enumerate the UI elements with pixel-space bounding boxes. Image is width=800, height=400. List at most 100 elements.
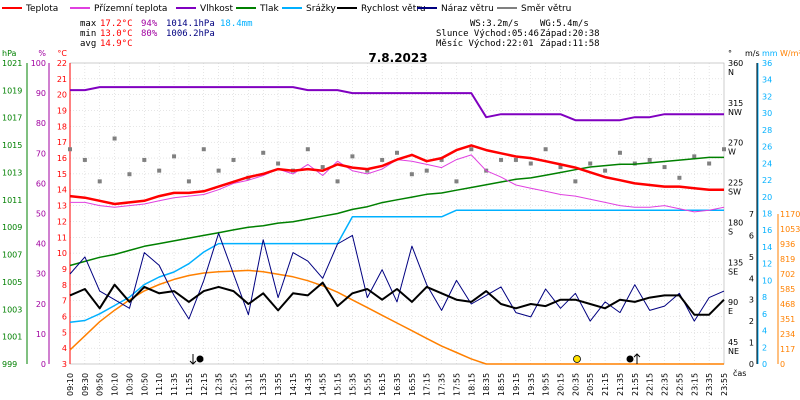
series-7-point — [617, 150, 622, 155]
x-tick-label: 17:35 — [438, 373, 447, 396]
legend-label: Rychlost větru — [361, 4, 426, 14]
axis-deg-tick: 135 — [728, 258, 743, 267]
axis-ms-tick: 1 — [749, 339, 754, 348]
series-7-point — [157, 168, 162, 173]
stat-min-hum: 80% — [141, 29, 158, 39]
axis-mm-tick: 26 — [762, 143, 772, 152]
series-7-point — [454, 179, 459, 184]
x-tick-label: 10:30 — [125, 373, 134, 396]
series-7-point — [662, 165, 667, 170]
series-7-point — [395, 150, 399, 155]
axis-mm-tick: 16 — [762, 226, 772, 235]
axis-pct-tick: 60 — [36, 179, 46, 188]
x-tick-label: 14:35 — [304, 373, 313, 396]
axis-pct-tick: 80 — [36, 119, 46, 128]
x-tick-label: 21:55 — [631, 373, 640, 396]
axis-deg-label: ° — [728, 49, 732, 58]
axis-deg-dir: SE — [728, 267, 738, 276]
axis-wm2-tick: 234 — [780, 330, 795, 339]
axis-mm-tick: 28 — [762, 126, 772, 135]
axis-temp-tick: 10 — [57, 249, 67, 258]
x-tick-label: 17:15 — [423, 373, 432, 396]
x-tick-label: 15:55 — [363, 373, 372, 396]
x-tick-label: 11:10 — [155, 373, 164, 396]
axis-hpa-tick: 1017 — [2, 114, 22, 123]
axis-deg-dir: W — [728, 148, 736, 157]
axis-temp-tick: 18 — [57, 122, 67, 131]
axis-ms-tick: 6 — [749, 231, 754, 240]
series-7-point — [603, 168, 608, 173]
stat-avg-temp: 14.9°C — [100, 39, 133, 49]
axis-wm2-tick: 1053 — [780, 225, 800, 234]
stat-avg-label: avg — [80, 39, 96, 49]
series-7-point — [216, 168, 221, 173]
chart-title: 7.8.2023 — [368, 51, 427, 65]
series-7-point — [677, 175, 682, 180]
axis-pct-tick: 30 — [36, 270, 46, 279]
series-7-point — [172, 154, 177, 159]
axis-temp-label: °C — [57, 49, 67, 58]
axis-hpa-tick: 1001 — [2, 333, 22, 342]
series-7-point — [424, 168, 429, 173]
axis-temp-tick: 4 — [62, 344, 67, 353]
stat-wg: WG:5.4m/s — [540, 19, 589, 29]
stat-ws: WS:3.2m/s — [470, 19, 519, 29]
axis-mm-tick: 30 — [762, 109, 772, 118]
axis-temp-tick: 14 — [57, 186, 67, 195]
legend: Teplota Přízemní teplota Vlhkost Tlak Srážky… — [2, 4, 571, 14]
axis-deg-tick: 90 — [728, 298, 738, 307]
series — [68, 86, 726, 365]
axis-hpa-tick: 1005 — [2, 278, 22, 287]
stat-moon-rise: Měsíc Východ:22:01 — [436, 39, 534, 49]
series-7-point — [692, 154, 697, 159]
legend-label: Náraz větru — [441, 4, 494, 14]
axis-x-label: čas — [733, 368, 746, 378]
axis-deg-tick: 180 — [728, 218, 743, 227]
axis-wm2-label: W/m² — [780, 49, 800, 58]
moon-set-icon — [196, 355, 204, 363]
axis-deg-dir: S — [728, 227, 733, 236]
series-7-point — [499, 157, 504, 162]
x-tick-label: 13:35 — [259, 373, 268, 396]
axis-pct-label: % — [38, 49, 46, 58]
series-7-point — [409, 172, 414, 177]
stat-sun-set: Západ:20:38 — [540, 29, 600, 39]
series-7-point — [231, 157, 236, 162]
series-7-point — [261, 150, 266, 155]
legend-label: Přízemní teplota — [94, 4, 167, 14]
axis-hpa-tick: 1003 — [2, 305, 22, 314]
x-tick-label: 22:15 — [646, 373, 655, 396]
arrow-up-icon — [633, 353, 641, 364]
axis-temp-tick: 11 — [57, 233, 67, 242]
axis-ms-tick: 4 — [749, 274, 754, 283]
axis-mm-tick: 0 — [762, 360, 767, 369]
axis-temp-tick: 19 — [57, 107, 67, 116]
axis-hpa-tick: 1007 — [2, 251, 22, 260]
stat-max-label: max — [80, 19, 97, 29]
series-7-point — [276, 161, 281, 166]
axis-pct-tick: 70 — [36, 149, 46, 158]
axis-hpa-tick: 1013 — [2, 168, 22, 177]
axis-mm-tick: 2 — [762, 343, 767, 352]
moon-rise-icon — [626, 355, 634, 363]
x-tick-label: 18:35 — [482, 373, 491, 396]
axis-mm-label: mm — [762, 49, 778, 58]
axis-hpa-tick: 1021 — [2, 59, 22, 68]
x-tick-label: 21:35 — [616, 373, 625, 396]
x-tick-label: 10:50 — [140, 373, 149, 396]
axis-mm-tick: 4 — [762, 327, 767, 336]
stat-max-hum: 94% — [141, 19, 158, 29]
axis-wm2-tick: 1170 — [780, 210, 800, 219]
axis-mm-tick: 8 — [762, 293, 767, 302]
x-tick-label: 17:55 — [452, 373, 461, 396]
sun-icon — [573, 355, 581, 363]
axis-temp-tick: 13 — [57, 202, 67, 211]
axis-hpa-tick: 1015 — [2, 141, 22, 150]
stat-max-press: 1014.1hPa — [166, 19, 215, 29]
axis-temp-tick: 3 — [62, 360, 67, 369]
series-7-point — [142, 157, 147, 162]
axes: 1021101910171015101310111009100710051003… — [2, 49, 800, 378]
legend-label: Tlak — [259, 4, 280, 14]
axis-temp-tick: 9 — [62, 265, 67, 274]
series-8-line — [69, 269, 724, 365]
